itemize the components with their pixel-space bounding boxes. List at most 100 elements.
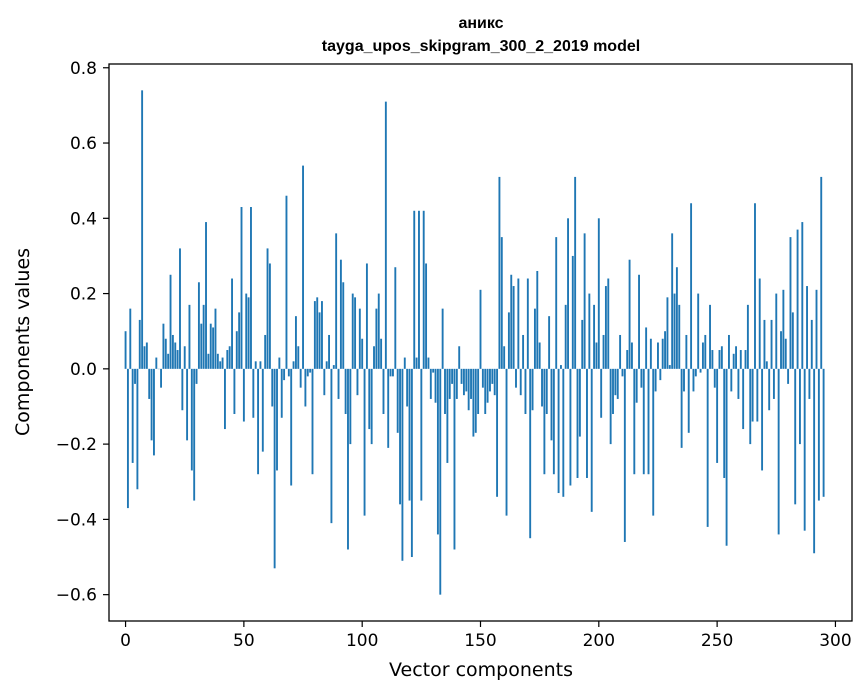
bar-185 [562,368,565,497]
bar-243 [699,368,702,373]
bar-33 [202,304,205,369]
bar-74 [299,368,302,388]
bar-118 [403,357,406,369]
bar-101 [363,368,366,516]
bar-295 [822,368,825,497]
bar-29 [193,368,196,501]
bar-129 [429,368,432,399]
bar-26 [186,368,189,441]
bar-32 [200,323,203,369]
y-tick-label: 0.4 [70,209,97,229]
bar-226 [659,368,662,381]
bar-269 [761,368,764,471]
bar-174 [536,270,539,369]
bar-60 [266,248,269,369]
bar-143 [462,368,465,396]
bar-105 [373,346,375,369]
bar-228 [664,331,667,369]
bar-219 [642,368,645,475]
bar-249 [713,368,716,388]
bar-138 [451,368,454,384]
bar-229 [666,297,669,369]
bar-134 [441,308,444,369]
bar-19 [169,274,172,369]
bar-96 [351,293,354,369]
bar-34 [205,222,207,369]
bar-152 [484,368,487,414]
bar-266 [754,203,756,369]
bar-58 [261,368,264,452]
bar-99 [358,308,361,369]
bar-247 [709,304,711,369]
bar-59 [264,334,267,369]
bar-292 [815,289,818,369]
bar-94 [347,368,349,550]
bar-15 [160,368,162,388]
bar-36 [209,323,212,369]
bar-237 [685,334,688,369]
bar-148 [474,368,477,433]
bar-184 [560,365,562,369]
bar-239 [690,203,693,369]
bar-20 [171,334,174,369]
bar-5 [136,368,139,490]
bar-52 [247,297,250,369]
bar-28 [190,368,193,471]
bar-45 [231,278,233,369]
bar-53 [250,207,252,369]
bar-63 [273,368,276,569]
bar-145 [467,368,470,411]
bar-273 [770,319,773,369]
bar-115 [396,368,399,433]
bar-198 [593,304,596,369]
bar-178 [545,368,548,414]
bar-220 [645,327,648,369]
bar-227 [661,338,664,369]
bar-72 [294,316,297,369]
bar-127 [425,263,428,369]
bar-153 [486,368,489,403]
bar-42 [224,368,226,430]
bar-4 [134,368,136,384]
bar-124 [418,210,420,369]
bar-257 [732,353,735,369]
bar-54 [252,368,255,418]
bar-161 [505,368,508,516]
bar-123 [415,357,418,369]
bar-182 [555,237,558,369]
bar-24 [181,368,184,411]
chart-title-line-2: tayga_upos_skipgram_300_2_2019 model [322,38,640,55]
bar-208 [616,368,619,399]
bar-289 [808,368,811,399]
bar-195 [586,368,588,478]
bar-176 [541,368,543,407]
bar-68 [285,195,288,369]
bar-200 [597,218,600,369]
bar-69 [287,368,290,377]
bar-282 [791,312,794,369]
bar-35 [207,353,210,369]
bar-51 [245,293,248,369]
bar-103 [368,368,371,430]
bar-136 [446,368,449,463]
bar-245 [704,334,707,369]
bar-263 [746,304,749,369]
bar-277 [780,331,782,369]
bar-159 [500,237,503,369]
bar-205 [609,368,612,445]
bar-90 [337,368,340,399]
bar-80 [313,301,316,369]
bar-121 [410,368,413,558]
bar-56 [257,368,260,475]
bar-13 [155,357,158,369]
bar-222 [649,338,652,369]
bar-169 [524,368,527,414]
bar-252 [720,346,723,369]
bar-170 [526,278,529,369]
bar-3 [131,368,134,463]
bar-281 [789,237,792,369]
bar-256 [730,368,733,392]
bar-151 [481,368,484,388]
bar-172 [531,368,534,411]
